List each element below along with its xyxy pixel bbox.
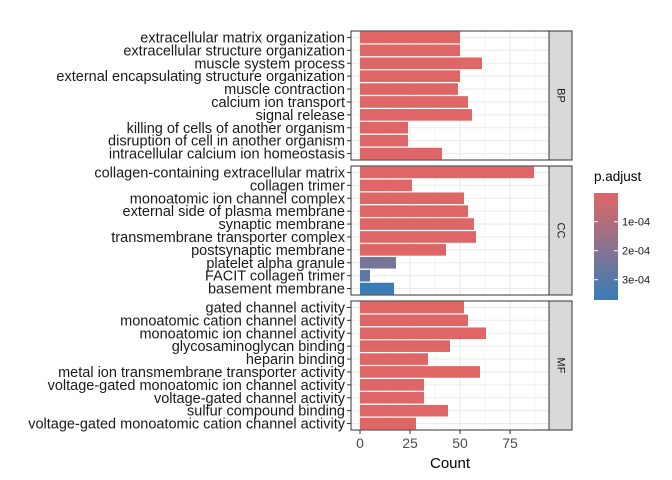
bar: [360, 205, 468, 217]
bar: [360, 417, 416, 430]
category-label: monoatomic ion channel activity: [139, 326, 345, 342]
x-tick-label: 0: [356, 435, 364, 451]
bar: [360, 301, 464, 314]
legend-label: 3e-04: [622, 275, 650, 287]
facet-strip: [548, 165, 573, 296]
category-label: collagen-containing extracellular matrix: [94, 165, 345, 181]
x-tick-label: 75: [502, 435, 518, 451]
category-label: basement membrane: [208, 282, 345, 298]
category-label: voltage-gated monoatomic cation channel …: [28, 417, 346, 433]
category-label: muscle system process: [194, 56, 345, 72]
bar: [360, 282, 394, 295]
bar: [360, 404, 448, 417]
bar: [360, 166, 534, 179]
category-label: collagen trimer: [250, 178, 345, 194]
category-label: killing of cells of another organism: [127, 121, 345, 137]
bar: [360, 256, 396, 269]
category-label: postsynaptic membrane: [191, 243, 345, 259]
x-tick-label: 50: [452, 435, 468, 451]
bar: [360, 31, 460, 44]
bar: [360, 269, 370, 282]
category-label: voltage-gated channel activity: [154, 391, 346, 407]
category-label: intracellular calcium ion homeostasis: [109, 147, 345, 163]
bar: [360, 134, 408, 147]
category-label: external encapsulating structure organiz…: [56, 69, 345, 85]
facet-strip: [548, 30, 573, 161]
bar: [360, 366, 480, 378]
bar: [360, 109, 472, 121]
legend-label: 2e-04: [622, 246, 650, 258]
category-label: platelet alpha granule: [206, 256, 345, 272]
bar: [360, 44, 460, 57]
category-label: external side of plasma membrane: [123, 204, 345, 220]
facet-strip: [548, 300, 573, 431]
category-label: extracellular matrix organization: [140, 30, 345, 46]
bar: [360, 244, 446, 256]
bar: [360, 96, 468, 108]
category-label: monoatomic cation channel activity: [120, 313, 346, 329]
bar: [360, 391, 424, 404]
category-label: calcium ion transport: [211, 95, 345, 111]
bar: [360, 179, 412, 192]
category-label: sulfur compound binding: [187, 404, 345, 420]
bar: [360, 121, 408, 134]
bar: [360, 327, 486, 340]
bar: [360, 147, 442, 160]
bar: [360, 83, 458, 95]
x-axis: 0 25 50 75: [356, 430, 518, 451]
category-label: muscle contraction: [224, 82, 345, 98]
category-label: heparin binding: [246, 352, 345, 368]
facet-strip-label: MF: [555, 358, 567, 374]
bar: [360, 314, 468, 327]
category-label: FACIT collagen trimer: [205, 269, 345, 285]
bar: [360, 218, 474, 230]
bar: [360, 379, 424, 391]
x-tick-label: 25: [402, 435, 418, 451]
category-label: monoatomic ion channel complex: [130, 191, 346, 207]
legend-label: 1e-04: [622, 217, 650, 229]
legend-title: p.adjust: [594, 169, 642, 184]
bar: [360, 340, 450, 352]
category-label: synaptic membrane: [218, 217, 345, 233]
bar: [360, 70, 460, 82]
facet-strip-label: BP: [555, 88, 567, 103]
legend: p.adjust 1e-04 2e-04 3e-04: [594, 169, 650, 300]
panel-bp: extracellular matrix organizationextrace…: [56, 30, 573, 163]
bar: [360, 192, 464, 205]
category-label: transmembrane transporter complex: [111, 230, 345, 246]
category-label: voltage-gated monoatomic ion channel act…: [48, 378, 346, 394]
panels: extracellular matrix organizationextrace…: [28, 30, 573, 433]
category-label: gated channel activity: [206, 300, 346, 316]
category-label: signal release: [256, 108, 345, 124]
bar: [360, 231, 476, 243]
category-label: extracellular structure organization: [123, 43, 345, 59]
bar: [360, 353, 428, 365]
category-label: glycosaminoglycan binding: [172, 339, 345, 355]
bar: [360, 57, 482, 70]
legend-colorbar: [594, 193, 618, 300]
category-label: metal ion transmembrane transporter acti…: [58, 365, 346, 381]
panel-cc: collagen-containing extracellular matrix…: [94, 165, 573, 298]
category-label: disruption of cell in another organism: [108, 134, 345, 150]
x-axis-title: Count: [430, 455, 471, 472]
facet-strip-label: CC: [555, 223, 567, 239]
